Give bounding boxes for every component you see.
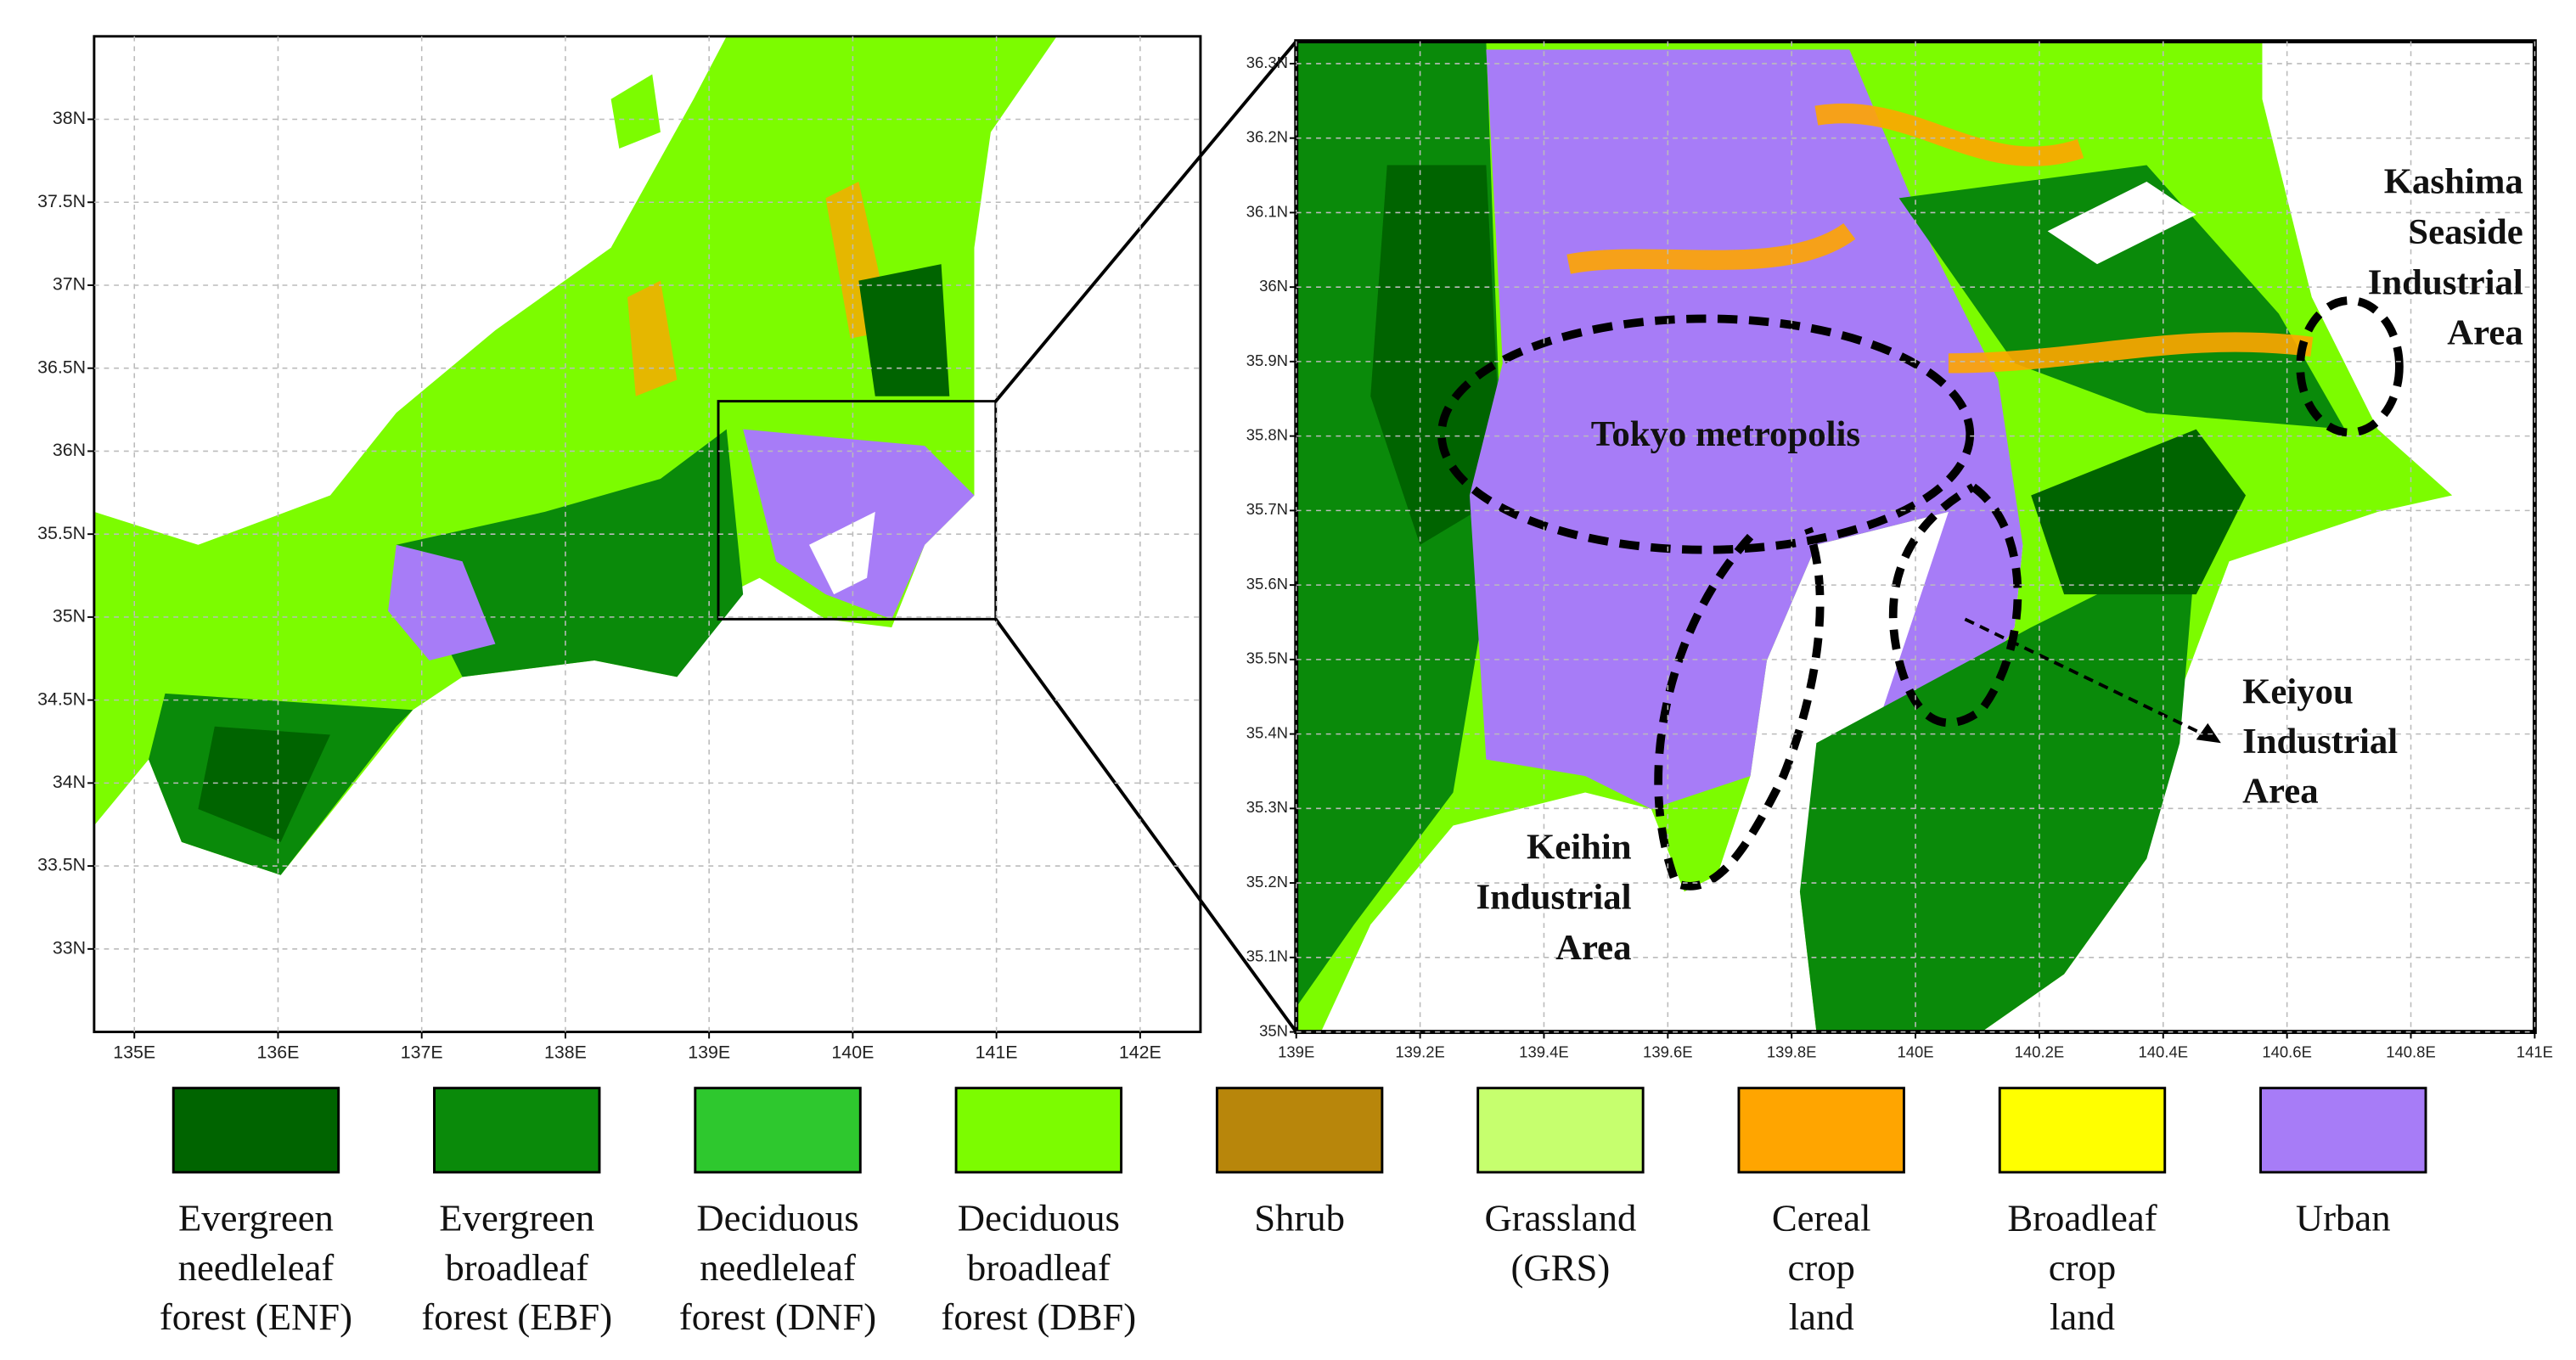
y-tick-label: 36.1N [1246, 202, 1288, 220]
arrow [1964, 617, 2206, 737]
connector [994, 40, 1298, 402]
legend-label: (GRS) [1511, 1246, 1611, 1289]
x-tick-label: 139E [1278, 1043, 1314, 1061]
legend-swatch [694, 1087, 862, 1174]
x-tick-label: 140.6E [2262, 1043, 2312, 1061]
legend-label: broadleaf [967, 1246, 1111, 1289]
y-tick-label: 35.2N [1246, 873, 1288, 891]
legend-label: broadleaf [445, 1246, 588, 1289]
x-tick-label: 139.8E [1767, 1043, 1817, 1061]
y-tick-label: 37.5N [37, 191, 86, 211]
y-tick-label: 35.3N [1246, 798, 1288, 816]
y-tick-label: 35.7N [1246, 500, 1288, 518]
annotation: Tokyo metropolis [1591, 414, 1860, 454]
left-map-land [93, 36, 1057, 875]
annotation: Seaside [2408, 212, 2523, 252]
legend-label: forest (ENF) [160, 1295, 352, 1338]
annotation: Industrial [2368, 262, 2523, 302]
connector [994, 618, 1298, 1033]
y-tick-label: 35.6N [1246, 575, 1288, 593]
legend-label: Deciduous [696, 1196, 858, 1239]
x-tick-label: 137E [401, 1042, 443, 1062]
x-tick-label: 140E [1897, 1043, 1933, 1061]
legend-label: Deciduous [958, 1196, 1120, 1239]
y-tick-label: 36.3N [1246, 53, 1288, 71]
annotation: Industrial [1476, 878, 1632, 918]
legend-label: land [2050, 1295, 2115, 1338]
annotation: Area [2242, 771, 2318, 811]
x-tick-label: 140.8E [2386, 1043, 2436, 1061]
y-tick-label: 35.5N [37, 523, 86, 543]
legend-label: needleleaf [178, 1246, 335, 1289]
legend-label: Evergreen [439, 1196, 594, 1239]
legend-label: forest (DBF) [941, 1295, 1136, 1338]
legend-label: Cereal [1772, 1196, 1871, 1239]
y-tick-label: 33N [53, 937, 86, 958]
legend-label: Broadleaf [2007, 1196, 2157, 1239]
y-tick-label: 36.2N [1246, 128, 1288, 146]
x-tick-label: 141E [976, 1042, 1018, 1062]
y-tick-label: 35.4N [1246, 723, 1288, 741]
x-tick-label: 140.2E [2015, 1043, 2065, 1061]
legend-swatch [1215, 1087, 1384, 1174]
y-tick-label: 35.8N [1246, 426, 1288, 444]
legend-label: Grassland [1484, 1196, 1636, 1239]
annotation: Industrial [2242, 722, 2398, 761]
y-tick-label: 36.5N [37, 357, 86, 377]
y-tick-label: 37N [53, 274, 86, 295]
legend-swatch [954, 1087, 1123, 1174]
annotation: Keihin [1527, 827, 1632, 867]
arrow-head [2196, 722, 2221, 744]
y-tick-label: 35N [1259, 1021, 1288, 1039]
legend-label: Urban [2296, 1196, 2391, 1239]
y-tick-label: 35.1N [1246, 947, 1288, 965]
legend-label: Shrub [1254, 1196, 1345, 1239]
x-tick-label: 139E [688, 1042, 730, 1062]
legend-label: needleleaf [700, 1246, 856, 1289]
annotation: Kashima [2384, 162, 2523, 202]
annotation: Area [1555, 928, 1631, 968]
y-tick-label: 36N [53, 440, 86, 460]
legend-label: Evergreen [178, 1196, 334, 1239]
y-tick-label: 34N [53, 772, 86, 792]
legend-swatch [172, 1087, 340, 1174]
y-tick-label: 34.5N [37, 688, 86, 709]
x-tick-label: 135E [113, 1042, 155, 1062]
legend-label: forest (DNF) [679, 1295, 876, 1338]
annotation: Area [2447, 313, 2523, 353]
x-tick-label: 139.4E [1519, 1043, 1569, 1061]
x-tick-label: 139.2E [1395, 1043, 1445, 1061]
x-tick-label: 142E [1119, 1042, 1161, 1062]
legend-swatch [433, 1087, 601, 1174]
y-tick-label: 35N [53, 606, 86, 627]
legend-label: forest (EBF) [421, 1295, 612, 1338]
y-tick-label: 35.5N [1246, 649, 1288, 667]
y-tick-label: 35.9N [1246, 351, 1288, 369]
x-tick-label: 141E [2517, 1043, 2553, 1061]
x-tick-label: 138E [544, 1042, 587, 1062]
legend-swatch [1737, 1087, 1905, 1174]
x-tick-label: 140E [831, 1042, 874, 1062]
annotation: Keiyou [2242, 672, 2354, 712]
x-tick-label: 140.4E [2139, 1043, 2189, 1061]
legend-label: land [1789, 1295, 1854, 1338]
y-tick-label: 38N [53, 108, 86, 128]
y-tick-label: 33.5N [37, 855, 86, 875]
inset-box [717, 400, 998, 621]
x-tick-label: 139.6E [1643, 1043, 1693, 1061]
legend-swatch [2259, 1087, 2427, 1174]
legend-label: crop [2049, 1246, 2116, 1289]
highlight-outlines [1437, 296, 2404, 891]
y-tick-label: 36N [1259, 277, 1288, 295]
legend-label: crop [1787, 1246, 1854, 1289]
legend-swatch [1476, 1087, 1645, 1174]
x-tick-label: 136E [257, 1042, 300, 1062]
legend-swatch [1998, 1087, 2167, 1174]
